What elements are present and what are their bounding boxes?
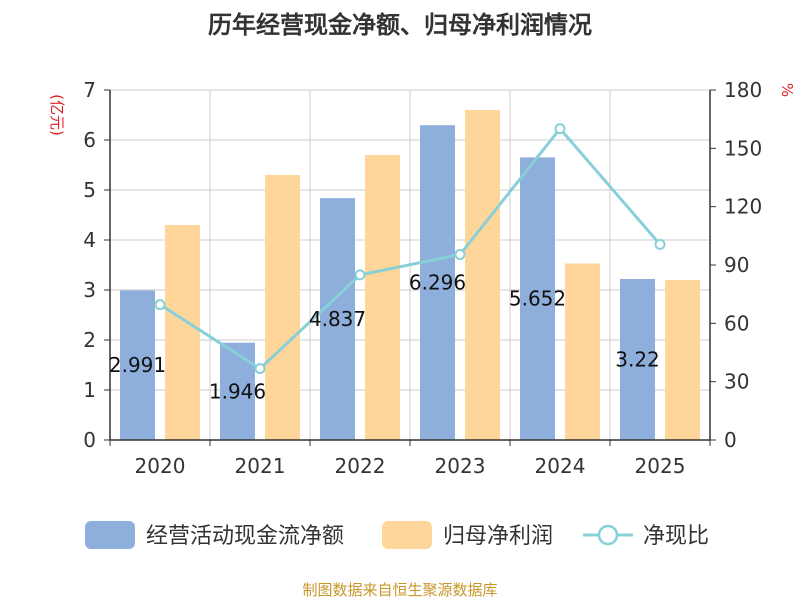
y-left-tick-label: 4 [83,228,96,252]
ratio-point [154,299,166,311]
y-right-tick-label: 150 [724,136,762,160]
legend-swatch-cash-flow [85,521,135,549]
y-left-tick-label: 1 [83,378,96,402]
legend-label-cash-flow: 经营活动现金流净额 [146,524,344,549]
data-label: 2.991 [109,353,166,377]
x-tick-label: 2023 [435,454,486,478]
grid [110,89,710,440]
bar-net-profit [365,155,400,440]
legend: 经营活动现金流净额 归母净利润 净现比 [85,521,709,549]
y-right-tick-label: 120 [724,195,762,219]
legend-label-ratio: 净现比 [643,524,709,549]
y-left-tick-label: 5 [83,178,96,202]
data-label: 6.296 [409,271,466,295]
y-right-tick-label: 180 [724,78,762,102]
bar-net-profit [465,110,500,440]
y-left-tick-label: 3 [83,278,96,302]
legend-label-net-profit: 归母净利润 [443,524,553,549]
data-labels: 2.991 1.946 4.837 6.296 5.652 3.22 [109,271,660,404]
data-label: 3.22 [615,348,660,372]
bar-operating-cash-flow [320,198,355,440]
bar-net-profit [265,175,300,440]
y-left-tick-label: 6 [83,128,96,152]
ratio-point [354,269,366,281]
bars [120,110,700,440]
data-label: 1.946 [209,379,266,403]
source-note: 制图数据来自恒生聚源数据库 [302,581,497,599]
ratio-point [654,238,666,250]
bar-net-profit [565,263,600,440]
ratio-point [554,123,566,135]
bar-operating-cash-flow [520,157,555,440]
y-left-tick-label: 2 [83,328,96,352]
x-tick-label: 2020 [135,454,186,478]
x-tick-label: 2024 [535,454,586,478]
ratio-point [454,249,466,260]
legend-swatch-net-profit [382,521,432,549]
y-right-tick-label: 60 [724,311,749,335]
bar-operating-cash-flow [120,290,155,440]
bar-net-profit [165,225,200,440]
data-label: 5.652 [509,287,566,311]
x-tick-label: 2025 [635,454,686,478]
chart-title: 历年经营现金净额、归母净利润情况 [208,11,592,39]
y-axis-left-label: (亿元) [48,94,66,136]
x-tick-label: 2022 [335,454,386,478]
data-label: 4.837 [309,307,366,331]
y-right-tick-label: 90 [724,253,749,277]
bar-operating-cash-flow [220,342,255,440]
bar-operating-cash-flow [420,125,455,440]
y-left-tick-label: 7 [83,78,96,102]
legend-swatch-ratio-marker [597,524,619,546]
y-right-tick-label: 0 [724,428,737,452]
ratio-line [154,123,666,375]
bar-operating-cash-flow [620,279,655,440]
y-left-tick-label: 0 [83,428,96,452]
y-axis-right-label: % [778,83,796,97]
ratio-point [254,363,266,375]
y-right-tick-label: 30 [724,370,749,394]
x-tick-label: 2021 [235,454,286,478]
bar-net-profit [665,280,700,440]
ratio-polyline [159,126,662,371]
axes: 0 1 2 3 4 5 6 7 0 30 60 90 120 150 180 2020 2021 2022 2023… [83,78,762,478]
